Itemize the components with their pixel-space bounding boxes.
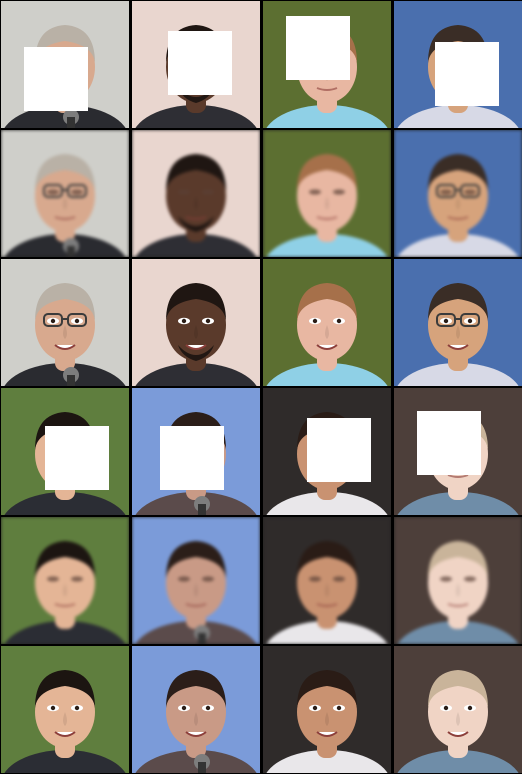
grid-image <box>132 1 260 128</box>
white-mask <box>307 418 371 482</box>
face-portrait <box>132 646 260 773</box>
face-portrait <box>394 646 522 773</box>
face-portrait <box>132 130 260 257</box>
grid-image <box>394 517 522 644</box>
face-portrait <box>132 259 260 386</box>
face-portrait <box>263 259 391 386</box>
grid-image <box>263 130 391 257</box>
white-mask <box>24 47 88 111</box>
face-portrait <box>394 517 522 644</box>
white-mask <box>417 411 481 475</box>
grid-image <box>132 130 260 257</box>
white-mask <box>45 426 109 490</box>
grid-image <box>132 388 260 515</box>
grid-image <box>394 130 522 257</box>
grid-image <box>263 517 391 644</box>
grid-image <box>394 388 522 515</box>
face-portrait <box>1 517 129 644</box>
grid-image <box>394 259 522 386</box>
face-portrait <box>394 259 522 386</box>
grid-image <box>1 259 129 386</box>
face-portrait <box>132 517 260 644</box>
grid-image <box>263 259 391 386</box>
grid-image <box>1 646 129 773</box>
face-portrait <box>394 130 522 257</box>
grid-image <box>132 646 260 773</box>
grid-image <box>1 1 129 128</box>
white-mask <box>435 42 499 106</box>
face-portrait <box>1 646 129 773</box>
face-portrait <box>1 130 129 257</box>
grid-image <box>263 1 391 128</box>
face-portrait <box>263 646 391 773</box>
grid-image <box>394 646 522 773</box>
white-mask <box>160 426 224 490</box>
grid-image <box>1 517 129 644</box>
grid-image <box>1 130 129 257</box>
white-mask <box>168 31 232 95</box>
grid-image <box>263 646 391 773</box>
grid-image <box>132 259 260 386</box>
face-portrait <box>263 130 391 257</box>
grid-image <box>1 388 129 515</box>
face-portrait <box>263 517 391 644</box>
grid-image <box>132 517 260 644</box>
grid-image <box>263 388 391 515</box>
white-mask <box>286 16 350 80</box>
face-portrait <box>1 259 129 386</box>
grid-image <box>394 1 522 128</box>
